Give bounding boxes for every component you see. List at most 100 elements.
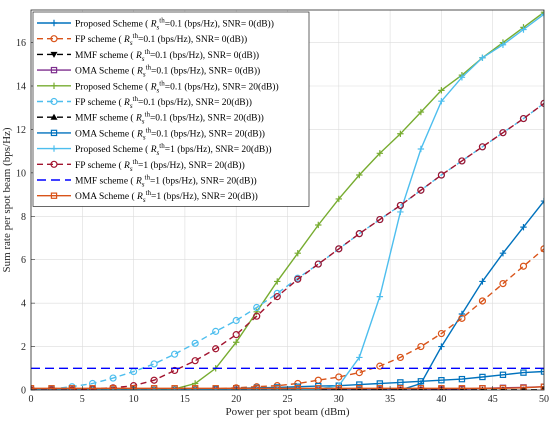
data-point: [520, 369, 527, 376]
data-point: [356, 381, 363, 388]
x-tick-label: 40: [436, 394, 446, 405]
data-point: [397, 379, 404, 386]
data-point: [499, 41, 507, 48]
data-point: [335, 373, 343, 381]
data-point: [478, 297, 487, 305]
legend-entry: OMA Scheme ( Rsth=0.1 (bps/Hz), SNR= 20(…: [37, 126, 265, 141]
data-point: [212, 327, 220, 335]
data-point: [150, 360, 158, 368]
data-point: [397, 130, 404, 137]
data-point: [397, 208, 404, 216]
data-point: [376, 150, 384, 157]
legend-label: FP scheme ( Rsth=0.1 (bps/Hz), SNR= 0(dB…: [75, 32, 247, 47]
data-point: [273, 293, 281, 301]
data-point: [335, 195, 342, 203]
x-tick-label: 25: [283, 394, 293, 405]
data-point: [376, 293, 384, 300]
data-point: [109, 385, 117, 390]
data-point: [458, 157, 466, 165]
ticks: 0 5 10 15 20 25 30 35 40 45 50 0 2 4 6 8 10 12 14 16: [16, 38, 549, 405]
data-point: [540, 11, 544, 18]
data-point: [520, 384, 527, 390]
legend-label: Proposed Scheme ( Rsth=0.1 (bps/Hz), SNR…: [75, 79, 279, 94]
data-point: [499, 250, 507, 257]
y-tick-label: 16: [16, 38, 26, 49]
data-point: [355, 369, 363, 377]
data-point: [171, 385, 178, 390]
data-point: [232, 331, 240, 339]
data-point: [396, 353, 404, 362]
data-point: [356, 171, 363, 179]
data-point: [479, 278, 486, 285]
legend-entry: Proposed Scheme ( Rsth=0.1 (bps/Hz), SNR…: [37, 79, 279, 94]
data-point: [519, 262, 528, 270]
data-point: [253, 312, 261, 320]
data-point: [191, 385, 199, 390]
series-line: [31, 11, 544, 390]
legend-entry: FP scheme ( Rsth=1 (bps/Hz), SNR= 20(dB)…: [37, 158, 245, 173]
data-point: [540, 10, 544, 16]
data-point: [499, 371, 507, 379]
data-point: [191, 339, 199, 347]
x-tick-label: 20: [231, 394, 241, 405]
legend-label: FP scheme ( Rsth=0.1 (bps/Hz), SNR= 20(d…: [75, 95, 252, 110]
data-point: [315, 221, 322, 229]
data-point: [376, 362, 384, 370]
legend-marker: [50, 145, 58, 152]
data-point: [48, 385, 55, 390]
data-point: [397, 385, 404, 390]
data-point: [479, 373, 486, 381]
data-point: [150, 376, 158, 384]
data-point: [479, 385, 486, 390]
legend-label: MMF scheme ( Rsth=0.1 (bps/Hz), SNR= 20(…: [75, 111, 264, 126]
data-point: [438, 385, 445, 390]
legend-entry: FP scheme ( Rsth=0.1 (bps/Hz), SNR= 20(d…: [37, 95, 252, 110]
series-line: [31, 386, 544, 390]
data-point: [540, 368, 544, 375]
legend-label: OMA Scheme ( Rsth=0.1 (bps/Hz), SNR= 20(…: [75, 126, 265, 141]
legend-label: MMF scheme ( Rsth=0.1 (bps/Hz), SNR= 0(d…: [75, 48, 259, 63]
data-point: [294, 275, 302, 283]
data-point: [458, 375, 466, 383]
legend-label: OMA Scheme ( Rsth=1 (bps/Hz), SNR= 20(dB…: [75, 189, 258, 204]
data-point: [150, 385, 158, 390]
data-point: [417, 342, 425, 351]
legend-label: FP scheme ( Rsth=1 (bps/Hz), SNR= 20(dB)…: [75, 158, 245, 173]
data-point: [499, 129, 507, 137]
data-point: [314, 260, 322, 268]
data-point: [274, 385, 281, 390]
legend-entry: Proposed Scheme ( Rsth=1 (bps/Hz), SNR= …: [37, 142, 272, 157]
data-point: [130, 385, 137, 390]
data-point: [438, 98, 445, 105]
x-tick-label: 10: [129, 394, 139, 405]
x-tick-label: 35: [385, 394, 395, 405]
legend-marker: [50, 66, 58, 74]
data-point: [31, 385, 35, 390]
data-point: [68, 386, 76, 390]
data-point: [335, 385, 343, 390]
data-point: [109, 374, 117, 382]
series-group: [31, 10, 544, 390]
series-line: [31, 248, 544, 390]
data-point: [499, 385, 507, 390]
data-point: [540, 245, 544, 253]
y-tick-label: 6: [21, 255, 26, 266]
y-tick-label: 12: [16, 125, 26, 136]
legend-label: OMA Scheme ( Rsth=0.1 (bps/Hz), SNR= 0(d…: [75, 64, 260, 79]
y-tick-label: 2: [21, 342, 26, 353]
data-point: [232, 316, 240, 325]
data-point: [68, 385, 76, 390]
data-point: [253, 308, 260, 316]
data-point: [294, 250, 301, 257]
series-line: [31, 200, 544, 390]
series-line: [31, 102, 544, 390]
data-point: [417, 385, 425, 390]
x-tick-label: 15: [180, 394, 190, 405]
data-point: [520, 223, 527, 231]
y-tick-label: 0: [21, 386, 26, 397]
data-point: [417, 145, 425, 153]
series-line: [31, 13, 544, 390]
data-point: [233, 339, 240, 346]
y-axis-label: Sum rate per spot beam (bps/Hz): [1, 127, 13, 272]
y-tick-label: 4: [21, 299, 26, 310]
